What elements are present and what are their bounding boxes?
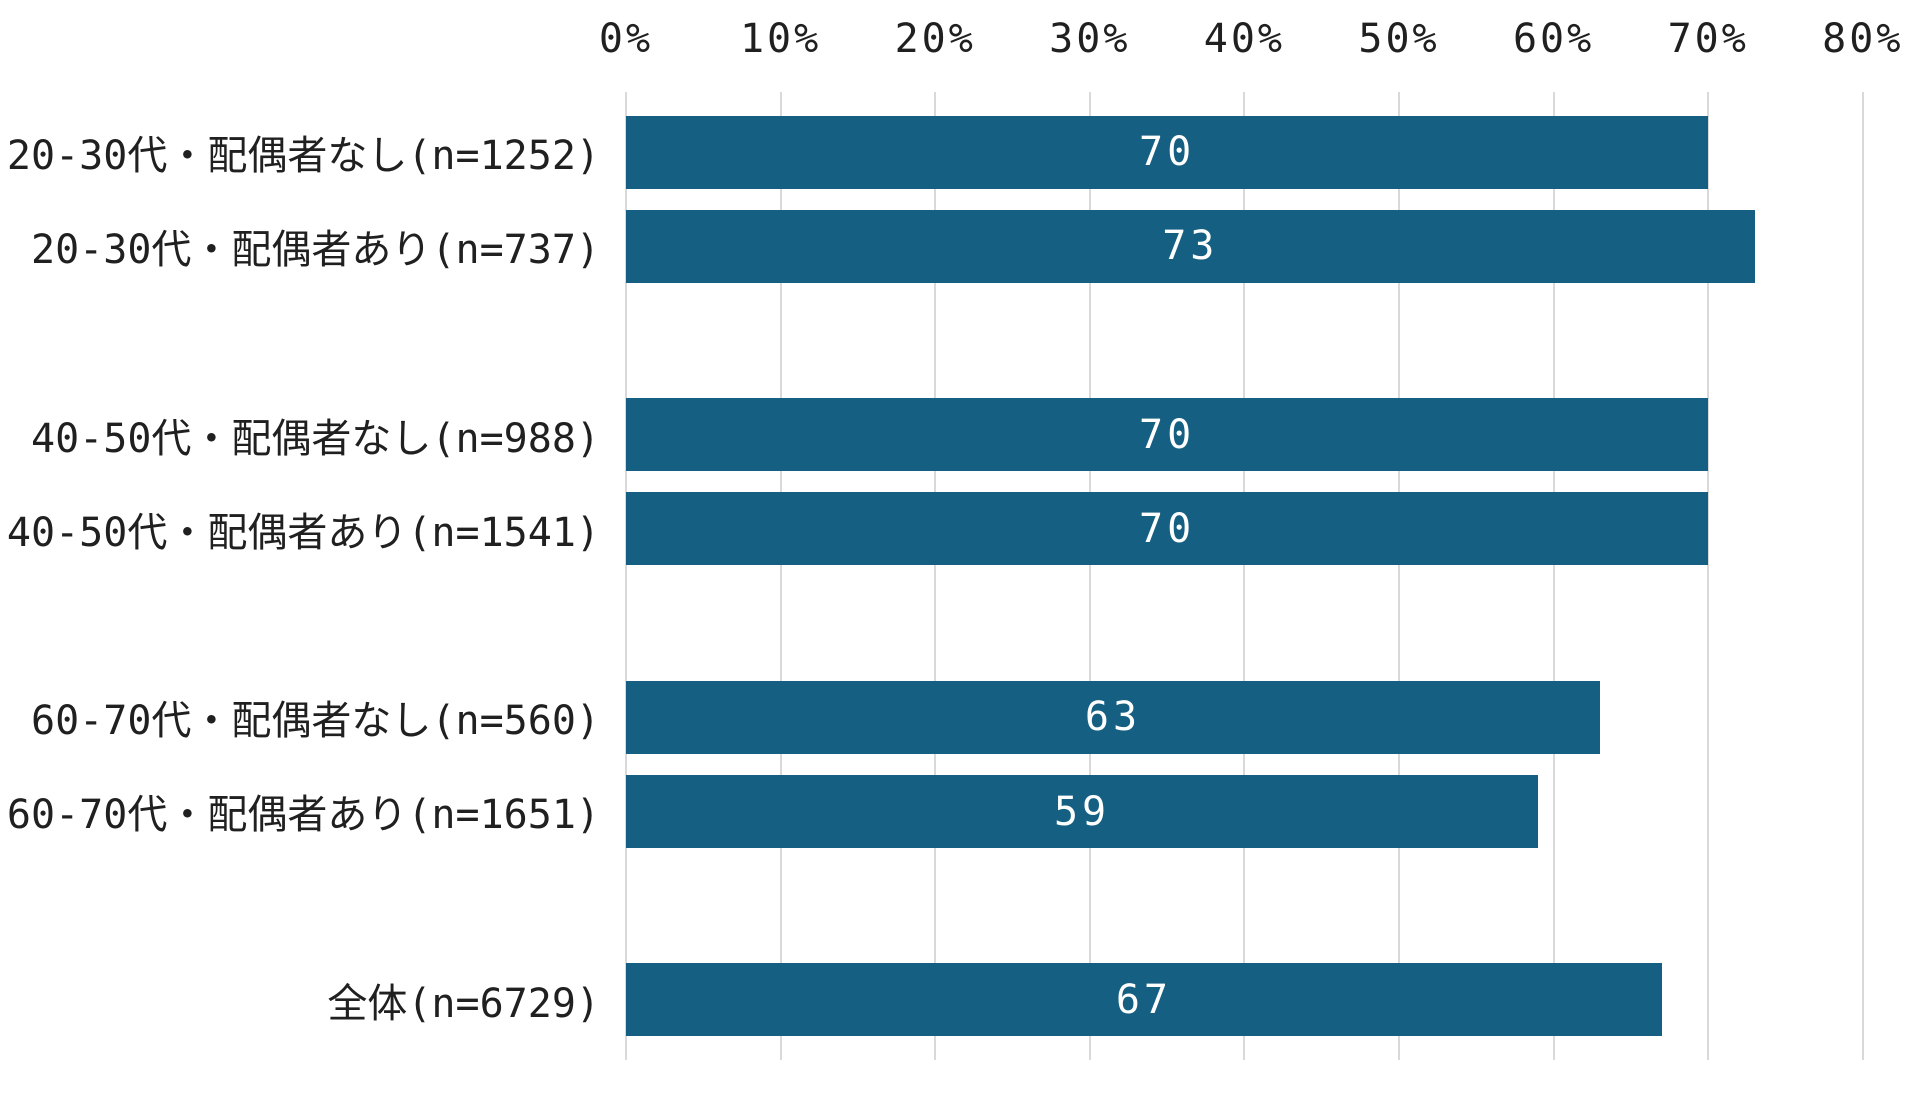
bar-value-label: 67 [1115,976,1172,1023]
x-axis-tick-label: 0% [598,16,654,62]
bar: 73 [626,209,1755,283]
x-axis-tick-label: 30% [1049,16,1131,62]
gridline [1707,92,1710,1060]
gridline [1088,92,1091,1060]
bar-value-label: 70 [1139,505,1196,552]
x-axis-tick-label: 10% [739,16,822,62]
x-axis-tick-label: 60% [1512,16,1595,62]
x-axis-tick-label: 40% [1203,16,1286,62]
category-label: 20-30代・配偶者なし(n=1252) [6,133,600,180]
gridline [934,92,937,1060]
bar: 70 [626,115,1709,189]
category-label: 20-30代・配偶者あり(n=737) [31,227,600,274]
bar: 70 [626,492,1709,566]
category-label: 60-70代・配偶者あり(n=1651) [6,792,600,839]
bar: 70 [626,398,1709,472]
gridline [779,92,782,1060]
bar-value-label: 59 [1053,788,1111,835]
gridline [1552,92,1555,1060]
category-label: 40-50代・配偶者なし(n=988) [31,415,600,462]
category-label: 全体(n=6729) [327,980,600,1027]
x-axis-tick-label: 70% [1667,16,1749,62]
bar: 63 [626,680,1600,754]
category-label: 40-50代・配偶者あり(n=1541) [6,509,600,556]
bar-value-label: 73 [1162,223,1219,270]
category-label: 60-70代・配偶者なし(n=560) [31,698,600,745]
x-axis-tick-label: 50% [1358,16,1440,62]
bar-value-label: 70 [1139,129,1196,176]
bar-value-label: 63 [1084,694,1142,741]
bar: 59 [626,775,1539,848]
x-axis-tick-label: 80% [1822,16,1904,62]
gridline [625,92,627,1060]
bar: 67 [626,963,1662,1037]
gridline [1398,92,1400,1060]
x-axis: 0% 10% 20% 30% 40% 50% 60% 70% 80% [0,0,1920,80]
bar-value-label: 70 [1139,411,1196,458]
gridline [1861,92,1864,1060]
x-axis-tick-label: 20% [894,16,976,62]
gridline [1243,92,1246,1060]
